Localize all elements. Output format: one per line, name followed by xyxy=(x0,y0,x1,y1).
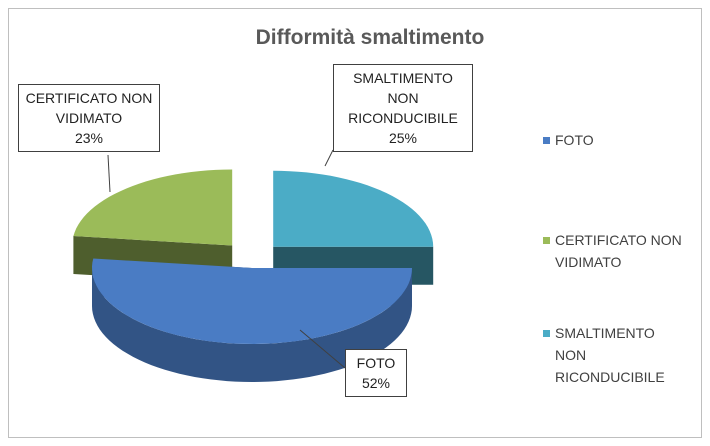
leader-line xyxy=(324,149,334,167)
data-label-category: SMALTIMENTO NON RICONDUCIBILE xyxy=(348,70,458,126)
legend-label: SMALTIMENTO NON RICONDUCIBILE xyxy=(555,325,665,385)
legend-item: SMALTIMENTO NON RICONDUCIBILE xyxy=(543,322,693,388)
data-label: FOTO 52% xyxy=(345,349,407,397)
slice xyxy=(273,170,434,247)
slice-tops xyxy=(73,169,434,344)
data-label-value: 23% xyxy=(74,130,104,146)
slice-walls xyxy=(92,268,412,382)
legend-swatch xyxy=(543,137,550,144)
data-label-value: 52% xyxy=(361,375,391,391)
data-label-category: CERTIFICATO NON VIDIMATO xyxy=(25,90,153,126)
data-label: SMALTIMENTO NON RICONDUCIBILE 25% xyxy=(333,64,473,152)
legend-swatch xyxy=(543,237,550,244)
slice-wall xyxy=(92,268,412,382)
legend-label: CERTIFICATO NON VIDIMATO xyxy=(555,232,682,270)
legend-item: FOTO xyxy=(543,129,693,151)
legend-item: CERTIFICATO NON VIDIMATO xyxy=(543,229,693,273)
legend-swatch xyxy=(543,330,550,337)
data-label: CERTIFICATO NON VIDIMATO 23% xyxy=(18,84,160,152)
legend-label: FOTO xyxy=(555,132,594,148)
data-label-value: 25% xyxy=(388,130,418,146)
chart-title: Difformità smaltimento xyxy=(255,26,485,49)
slice xyxy=(92,258,412,344)
slice xyxy=(73,169,233,246)
data-label-category: FOTO xyxy=(356,355,396,371)
leader-line xyxy=(107,154,111,193)
leader-line xyxy=(299,329,346,369)
